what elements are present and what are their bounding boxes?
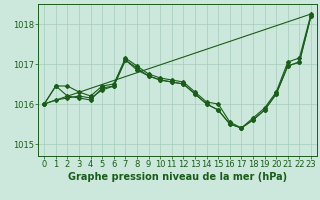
X-axis label: Graphe pression niveau de la mer (hPa): Graphe pression niveau de la mer (hPa): [68, 172, 287, 182]
